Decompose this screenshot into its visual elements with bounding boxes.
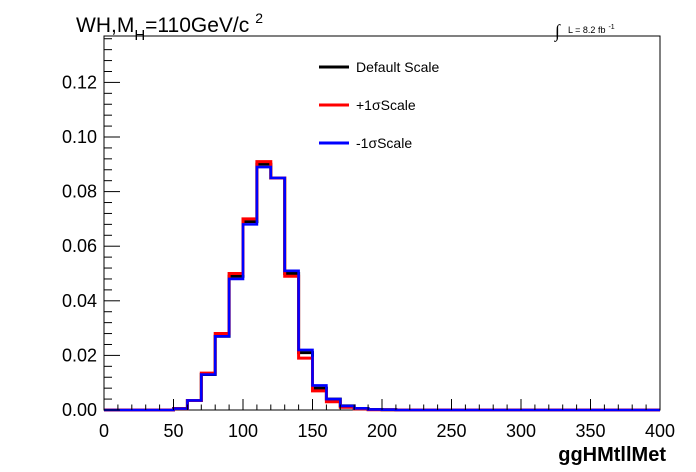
x-tick-label: 50 bbox=[163, 421, 183, 441]
x-axis-label: ggHMtllMet bbox=[558, 444, 666, 466]
x-tick-label: 200 bbox=[367, 421, 397, 441]
y-tick-label: 0.00 bbox=[62, 400, 97, 420]
x-tick-label: 350 bbox=[575, 421, 605, 441]
x-tick-label: 0 bbox=[99, 421, 109, 441]
luminosity-integral: ∫ bbox=[554, 21, 561, 42]
legend-entry-2: -1σScale bbox=[356, 135, 412, 151]
y-tick-label: 0.10 bbox=[62, 127, 97, 147]
luminosity-text: L = 8.2 fb bbox=[568, 25, 605, 35]
legend: Default Scale +1σScale -1σScale bbox=[319, 59, 439, 151]
chart-title: WH,MH=110GeV/c 2 bbox=[76, 10, 263, 44]
x-tick-label: 400 bbox=[645, 421, 675, 441]
title-rest: =110GeV/c bbox=[145, 14, 249, 37]
x-tick-label: 100 bbox=[228, 421, 258, 441]
x-tick-label: 300 bbox=[506, 421, 536, 441]
luminosity-superscript: -1 bbox=[608, 24, 614, 31]
y-tick-label: 0.06 bbox=[62, 236, 97, 256]
y-tick-label: 0.12 bbox=[62, 72, 97, 92]
legend-entry-1: +1σScale bbox=[356, 97, 416, 113]
title-superscript: 2 bbox=[255, 10, 263, 26]
y-tick-label: 0.04 bbox=[62, 291, 97, 311]
y-tick-label: 0.02 bbox=[62, 345, 97, 365]
axes-layer: 0 50 100 150 200 250 300 350 400 0.00 0.02 0.04 0.06… bbox=[62, 38, 675, 441]
luminosity-label: L = 8.2 fb -1 bbox=[568, 24, 615, 35]
legend-entry-0: Default Scale bbox=[356, 59, 439, 75]
title-main: WH,M bbox=[76, 14, 134, 37]
series-line-2 bbox=[104, 165, 660, 412]
x-tick-label: 250 bbox=[436, 421, 466, 441]
x-tick-label: 150 bbox=[297, 421, 327, 441]
title-subscript: H bbox=[134, 27, 145, 44]
histogram-series-layer bbox=[104, 160, 660, 412]
y-tick-label: 0.08 bbox=[62, 182, 97, 202]
